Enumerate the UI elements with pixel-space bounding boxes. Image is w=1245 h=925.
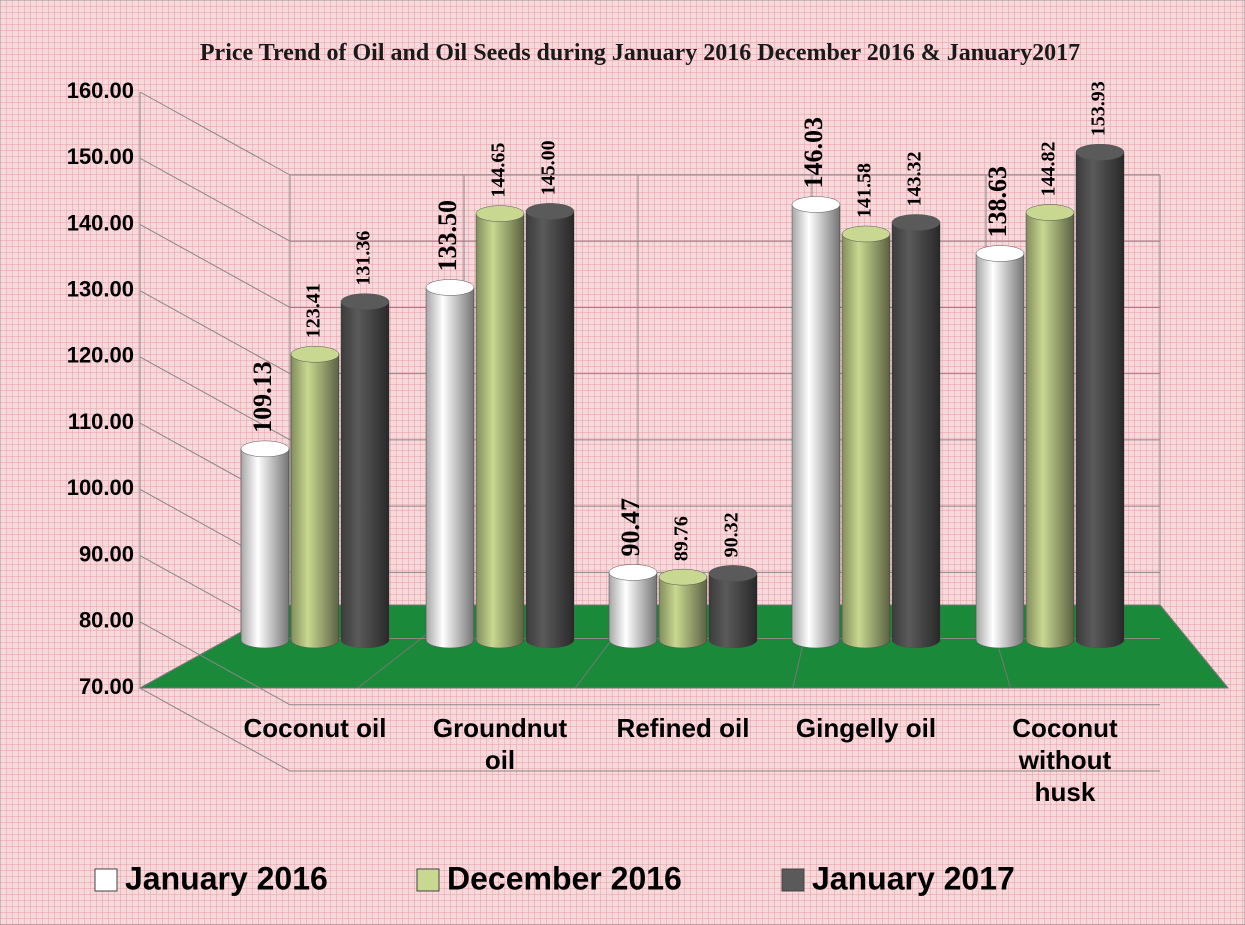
- bar: [658, 568, 708, 649]
- value-label: 153.93: [1088, 81, 1110, 136]
- y-tick-label: 120.00: [67, 343, 134, 368]
- bar-shade: [609, 572, 657, 648]
- bar: [525, 203, 575, 649]
- grid-line: [139, 157, 291, 242]
- value-label: 144.82: [1038, 142, 1060, 197]
- grid-line: [139, 290, 291, 375]
- bar-shade: [892, 222, 940, 648]
- bar-top: [841, 225, 891, 243]
- x-tick-label: Coconut without husk: [1012, 713, 1118, 807]
- x-tick-label: Refined oil: [616, 713, 750, 743]
- bar-shade: [526, 211, 574, 649]
- y-tick-label: 110.00: [68, 409, 134, 434]
- value-label: 89.76: [671, 516, 693, 561]
- bar-shade: [709, 573, 757, 648]
- bar-shade: [842, 233, 890, 649]
- value-label: 141.58: [854, 163, 876, 218]
- bar: [290, 346, 340, 649]
- x-tick-label: Groundnut oil: [432, 713, 568, 775]
- bar-top: [1025, 204, 1075, 221]
- bar-top: [891, 214, 941, 231]
- value-label: 145.00: [538, 140, 560, 195]
- bar-top: [975, 245, 1025, 262]
- bar: [975, 245, 1025, 649]
- bar-shade: [659, 577, 707, 648]
- legend-label: January 2017: [812, 860, 1015, 896]
- bar: [475, 205, 525, 649]
- y-tick-label: 70.00: [79, 674, 134, 699]
- bar-top: [425, 279, 475, 296]
- value-label: 143.32: [904, 151, 926, 206]
- bar-shade: [792, 204, 840, 648]
- bar: [340, 293, 390, 649]
- bar: [1025, 204, 1075, 649]
- value-label: 131.36: [353, 231, 375, 286]
- bar: [240, 440, 290, 649]
- bar: [841, 225, 891, 649]
- value-label: 123.41: [303, 283, 325, 338]
- bar: [1075, 143, 1125, 649]
- bar: [608, 564, 658, 649]
- bar-shade: [341, 301, 389, 648]
- y-tick-label: 100.00: [67, 475, 134, 500]
- grid-line: [139, 91, 291, 176]
- bar-top: [708, 565, 758, 582]
- bar: [425, 279, 475, 649]
- bar-shade: [1076, 152, 1124, 648]
- legend-label: December 2016: [447, 860, 682, 896]
- floor-line: [1159, 604, 1229, 689]
- bar-shade: [1026, 212, 1074, 648]
- bar-top: [1075, 143, 1125, 161]
- bar-top: [475, 205, 525, 222]
- bar: [708, 565, 758, 649]
- y-tick-label: 130.00: [67, 276, 134, 301]
- y-tick-label: 160.00: [67, 78, 134, 103]
- y-tick-label: 140.00: [67, 210, 134, 235]
- value-label: 133.50: [433, 200, 462, 272]
- value-label: 138.63: [983, 166, 1012, 238]
- bar: [891, 214, 941, 649]
- y-tick-label: 90.00: [79, 541, 134, 566]
- x-tick-label: Coconut oil: [243, 713, 387, 743]
- bar-top: [525, 203, 575, 220]
- bar-top: [340, 293, 390, 310]
- legend-swatch-fill: [420, 872, 436, 888]
- x-tick-label: Gingelly oil: [795, 713, 937, 743]
- legend-swatch-fill: [785, 872, 801, 888]
- grid-line: [139, 356, 291, 441]
- legend-label: January 2016: [125, 860, 328, 896]
- value-label: 109.13: [248, 361, 277, 433]
- grid-line: [139, 224, 291, 308]
- value-label: 144.65: [488, 143, 510, 198]
- y-tick-label: 150.00: [67, 144, 134, 169]
- bar-shade: [976, 253, 1024, 648]
- bar-shade: [426, 287, 474, 648]
- chart-title: Price Trend of Oil and Oil Seeds during …: [199, 40, 1081, 66]
- legend-swatch-fill: [98, 872, 114, 888]
- grid-line: [139, 687, 291, 772]
- y-tick-label: 80.00: [79, 608, 134, 633]
- bar: [791, 196, 841, 649]
- bar-top: [791, 196, 841, 213]
- bar-top: [290, 346, 340, 363]
- bar-top: [240, 440, 290, 458]
- bar-shade: [291, 354, 339, 648]
- value-label: 90.47: [616, 498, 645, 557]
- bar-shade: [241, 448, 289, 648]
- bar-top: [658, 568, 708, 586]
- value-label: 90.32: [721, 512, 743, 557]
- grid-line: [139, 621, 291, 706]
- bar-top: [608, 564, 658, 581]
- bar-shade: [476, 213, 524, 648]
- value-label: 146.03: [799, 117, 828, 189]
